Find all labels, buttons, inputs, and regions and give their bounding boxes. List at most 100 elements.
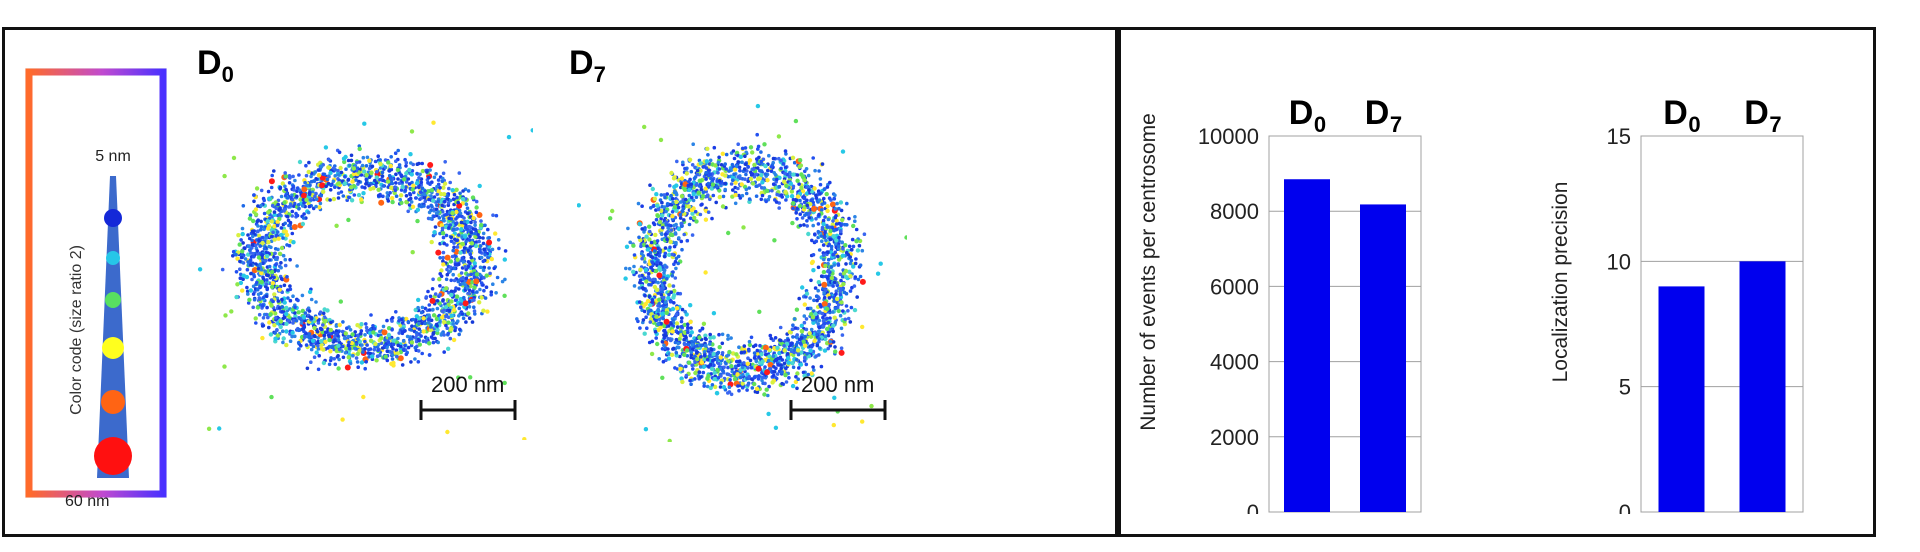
localization-point [802, 223, 806, 227]
localization-point [756, 176, 761, 182]
localization-point [826, 333, 831, 338]
localization-point [674, 353, 679, 358]
bar [1658, 286, 1705, 512]
localization-point [436, 178, 441, 182]
localization-point [410, 187, 415, 192]
localization-point [394, 310, 398, 314]
localization-point [479, 281, 484, 285]
localization-point [459, 227, 464, 232]
localization-point [795, 371, 800, 376]
localization-point [431, 198, 436, 203]
localization-point [684, 171, 689, 176]
localization-point [465, 286, 470, 290]
localization-point [793, 118, 799, 124]
localization-point [811, 223, 815, 228]
localization-point [278, 284, 283, 289]
localization-point [389, 155, 393, 159]
localization-point [457, 314, 461, 318]
localization-point [259, 203, 263, 208]
localization-point [427, 308, 432, 312]
localization-point [451, 227, 456, 231]
localization-point [641, 318, 646, 322]
localization-point [468, 261, 472, 266]
localization-point [473, 223, 477, 227]
localization-point [800, 189, 806, 194]
localization-point [300, 204, 305, 208]
localization-point [732, 156, 737, 161]
localization-point [826, 217, 831, 222]
localization-point [401, 177, 407, 182]
localization-point [817, 346, 822, 350]
localization-point [388, 191, 392, 195]
y-tick-label: 0 [1619, 500, 1631, 514]
localization-point [659, 217, 663, 221]
localization-point [784, 183, 789, 189]
localization-point [720, 351, 725, 355]
localization-point [438, 231, 442, 236]
localization-point [413, 345, 418, 350]
localization-point [742, 344, 747, 348]
scale-bar-label-d0: 200 nm [431, 372, 505, 397]
localization-point [460, 312, 465, 316]
localization-point [818, 182, 823, 187]
localization-point [336, 181, 342, 186]
localization-point [245, 285, 249, 290]
localization-point [362, 169, 367, 174]
localization-point [336, 354, 340, 358]
localization-point [321, 323, 325, 327]
localization-point [351, 166, 357, 171]
localization-point [710, 182, 716, 187]
localization-point [684, 364, 688, 369]
localization-point [725, 354, 729, 358]
localization-point [683, 342, 687, 347]
localization-point [478, 244, 483, 248]
localization-point [817, 198, 822, 202]
localization-point [248, 248, 252, 252]
localization-point [450, 211, 455, 216]
localization-point [710, 216, 714, 221]
localization-point [757, 309, 762, 314]
localization-point [740, 385, 745, 390]
localization-point [655, 341, 660, 347]
localization-point [804, 291, 810, 296]
localization-point [264, 236, 269, 240]
localization-point [808, 334, 814, 339]
localization-point [799, 336, 804, 340]
localization-point [771, 373, 776, 378]
localization-point [316, 367, 321, 372]
localization-point [357, 146, 362, 152]
localization-point [763, 381, 767, 386]
localization-point [297, 159, 303, 165]
localization-point [717, 188, 722, 193]
localization-point [234, 294, 239, 300]
localization-point [328, 349, 333, 354]
localization-point [321, 311, 326, 316]
localization-point [786, 338, 791, 342]
localization-point [759, 352, 764, 357]
localization-point [343, 351, 348, 355]
localization-point [359, 329, 364, 333]
localization-point [465, 206, 470, 210]
localization-point [285, 275, 289, 279]
localization-point [446, 201, 451, 205]
localization-point [819, 234, 824, 238]
localization-point [834, 218, 839, 223]
localization-point [716, 375, 721, 380]
localization-point [327, 158, 331, 162]
localization-point [378, 199, 385, 206]
localization-point [364, 325, 369, 330]
localization-point [481, 308, 486, 313]
localization-point [257, 296, 262, 300]
localization-point [632, 264, 636, 269]
localization-point [680, 247, 684, 252]
localization-point [313, 194, 317, 199]
localization-point [416, 305, 420, 310]
localization-point [437, 277, 442, 282]
localization-point [407, 182, 412, 186]
localization-point [266, 189, 271, 194]
localization-point [743, 154, 747, 158]
localization-point [733, 201, 738, 206]
localization-point [817, 318, 822, 323]
localization-point [683, 166, 687, 171]
localization-point [373, 341, 378, 347]
